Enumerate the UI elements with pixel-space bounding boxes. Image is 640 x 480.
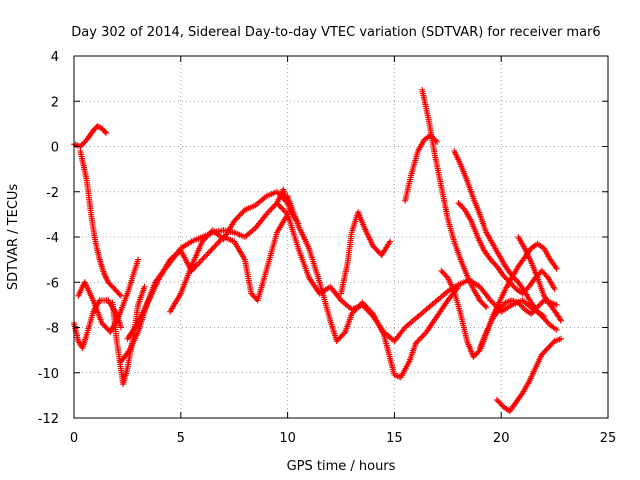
x-tick-label: 15	[386, 431, 403, 446]
series-sat-g	[124, 211, 291, 342]
y-tick-label: 4	[51, 50, 59, 65]
y-tick-label: 0	[51, 141, 59, 156]
series-sat-l	[402, 132, 441, 204]
tick-marks	[73, 55, 609, 419]
y-tick-label: 2	[51, 95, 59, 110]
grid	[74, 56, 608, 418]
series-sat-p	[455, 200, 558, 297]
y-tick-label: -4	[46, 231, 59, 246]
y-tick-label: -10	[38, 367, 59, 382]
series-sat-h	[167, 188, 291, 315]
series-sat-d	[75, 256, 142, 335]
y-tick-labels: -12 -10 -8 -6 -4 -2 0 2 4	[38, 50, 59, 427]
chart-title: Day 302 of 2014, Sidereal Day-to-day VTE…	[71, 25, 600, 40]
x-tick-label: 5	[177, 431, 185, 446]
y-axis-label: SDTVAR / TECUs	[6, 184, 21, 291]
x-axis-label: GPS time / hours	[287, 459, 396, 474]
y-tick-label: -6	[46, 276, 59, 291]
x-tick-label: 0	[70, 431, 78, 446]
series-sat-f	[118, 186, 302, 365]
y-tick-label: -12	[38, 412, 59, 427]
series-sat-i	[273, 200, 547, 345]
x-tick-label: 20	[493, 431, 510, 446]
y-tick-label: -2	[46, 186, 59, 201]
series-sat-s	[515, 234, 564, 324]
series-sat-o	[451, 148, 560, 333]
series-sat-m	[419, 86, 490, 311]
series-sat-b	[77, 148, 124, 299]
series-layer	[71, 86, 564, 415]
series-sat-a	[71, 123, 109, 150]
series-sat-r	[493, 335, 564, 415]
x-tick-label: 10	[279, 431, 296, 446]
y-tick-label: -8	[46, 322, 59, 337]
series-sat-k	[338, 209, 394, 297]
x-tick-labels: 0 5 10 15 20 25	[70, 431, 616, 446]
x-tick-label: 25	[600, 431, 617, 446]
series-sat-j	[284, 193, 462, 381]
